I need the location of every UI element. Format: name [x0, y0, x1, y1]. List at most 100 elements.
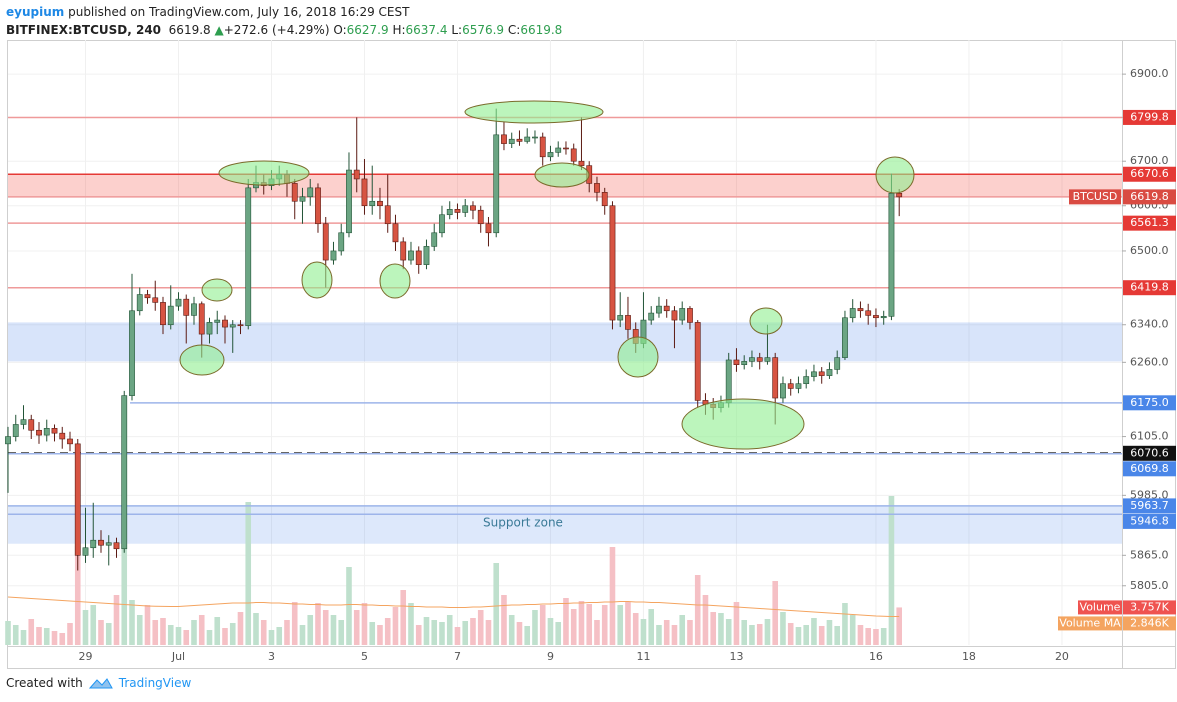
- price-label: 6069.8: [1130, 462, 1169, 475]
- candle-body: [880, 316, 887, 319]
- price-label: 6175.0: [1130, 396, 1169, 409]
- ohlc-key: H:: [392, 23, 406, 37]
- highlight: [617, 336, 659, 378]
- y-tick-label: 6340.0: [1130, 318, 1169, 331]
- candle-body: [787, 383, 794, 389]
- candle-body: [183, 298, 190, 316]
- volume-bar: [563, 598, 569, 645]
- volume-bar: [315, 603, 321, 645]
- price-label-box: [1123, 215, 1176, 231]
- candle-body: [291, 183, 298, 202]
- price-label-box: [1123, 461, 1176, 477]
- price-label-box: [1123, 109, 1176, 125]
- volume-bar: [74, 546, 81, 645]
- volume-bar: [733, 602, 740, 645]
- candle-body: [803, 376, 810, 384]
- volume-bar: [749, 625, 755, 645]
- volume-bar: [214, 617, 221, 645]
- highlight: [875, 156, 915, 194]
- arrow: ▲: [214, 23, 224, 37]
- volume-bar: [818, 626, 825, 645]
- author[interactable]: eyupium: [6, 5, 65, 19]
- volume-bar: [400, 590, 407, 645]
- volume-bar: [51, 631, 58, 645]
- volume-bar: [834, 626, 841, 645]
- candle-body: [322, 223, 329, 261]
- volume-bar: [532, 610, 538, 645]
- volume-bar: [594, 620, 600, 645]
- volume-bar: [586, 604, 593, 645]
- candle-body: [656, 305, 662, 314]
- candle-body: [175, 298, 182, 307]
- candle-body: [532, 136, 538, 139]
- volume-bar: [439, 622, 445, 645]
- candle-body: [601, 192, 608, 207]
- candle-body: [51, 428, 58, 434]
- volume-bar: [694, 575, 701, 645]
- volume-bar: [888, 496, 895, 645]
- price-label-box: [1123, 166, 1176, 182]
- candle-body: [237, 324, 244, 327]
- volume-bar: [222, 628, 228, 645]
- highlight: [201, 278, 233, 302]
- candle-body: [679, 308, 686, 321]
- y-tick-label: 6700.0: [1130, 154, 1169, 167]
- ohlc-value: 6576.9: [462, 23, 505, 37]
- volume-bar: [183, 630, 190, 645]
- volume-value-box: [1123, 600, 1176, 615]
- volume-bar: [253, 613, 259, 645]
- price-label: 6561.3: [1130, 216, 1169, 229]
- volume-bar: [191, 620, 197, 645]
- candle-body: [59, 432, 66, 440]
- candle-body: [415, 250, 422, 265]
- volume-bar: [346, 567, 352, 645]
- volume-bar: [477, 610, 484, 645]
- volume-bar: [764, 619, 771, 645]
- candle-body: [67, 438, 73, 445]
- candle-body: [408, 250, 414, 261]
- candle-body: [764, 357, 771, 362]
- x-tick-label: 3: [268, 650, 275, 663]
- highlight: [464, 100, 604, 124]
- brand[interactable]: TradingView: [118, 676, 192, 690]
- volume-bar: [245, 502, 252, 645]
- candle-body: [570, 148, 577, 162]
- candle-body: [539, 136, 546, 158]
- x-tick-label: 9: [547, 650, 554, 663]
- price-label: 6619.8: [1130, 190, 1169, 203]
- candle-body: [508, 138, 515, 144]
- volume-bar: [803, 625, 810, 645]
- volume-bar: [648, 609, 655, 645]
- volume-bar: [423, 617, 430, 645]
- volume-bar: [524, 626, 531, 645]
- price-label: 6419.8: [1130, 281, 1169, 294]
- symbol: BITFINEX:BTCUSD, 240: [6, 23, 162, 37]
- candle-body: [555, 147, 562, 153]
- published: published on TradingView.com, July 16, 2…: [68, 5, 410, 19]
- volume-bar: [144, 605, 151, 645]
- volume-bar: [454, 627, 461, 645]
- candle-body: [90, 539, 97, 549]
- volume-bar: [865, 628, 872, 645]
- volume-bar: [725, 619, 732, 645]
- candle-body: [229, 324, 236, 328]
- volume-bar: [113, 595, 120, 645]
- candle-body: [617, 315, 624, 321]
- candle-body: [105, 542, 112, 546]
- volume-bar: [129, 600, 135, 645]
- candle-body: [609, 205, 616, 321]
- volume-bar: [353, 610, 360, 645]
- volume-bar: [842, 603, 848, 645]
- chart-frame: [7, 40, 1176, 669]
- y-tick-label: 6900.0: [1130, 67, 1169, 80]
- y-tick-label: 6105.0: [1130, 430, 1169, 443]
- volume-bar: [299, 625, 306, 645]
- candle-body: [547, 152, 554, 158]
- volume-bar: [679, 615, 686, 645]
- candle-body: [74, 443, 81, 556]
- volume-bar: [493, 563, 500, 645]
- candle-body: [307, 187, 314, 198]
- volume-bar: [82, 610, 89, 645]
- candle-body: [136, 294, 143, 312]
- volume-bar: [787, 623, 794, 645]
